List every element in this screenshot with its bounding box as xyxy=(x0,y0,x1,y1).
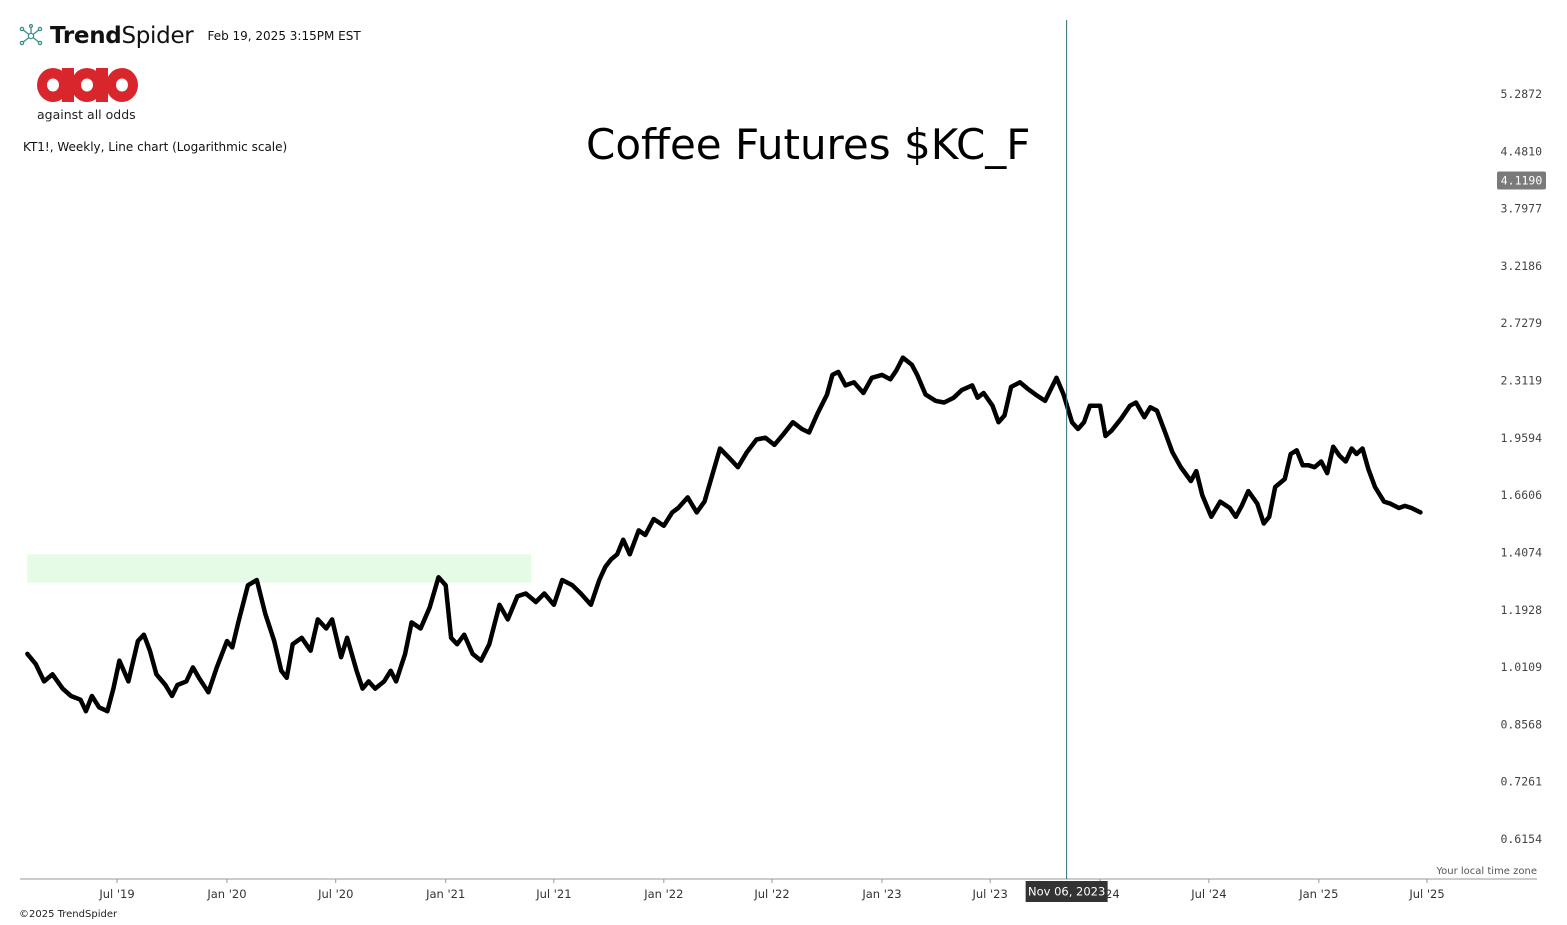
y-tick-label: 3.2186 xyxy=(1500,259,1542,273)
x-tick-label: Jul '25 xyxy=(1408,887,1444,901)
x-tick-label: Jul '19 xyxy=(98,887,134,901)
crosshair-date-badge xyxy=(1025,881,1108,902)
brand-name: TrendSpider xyxy=(50,23,194,49)
y-tick-label: 1.0109 xyxy=(1500,660,1542,674)
x-tick-label: Jul '22 xyxy=(753,887,789,901)
y-tick-label: 0.8568 xyxy=(1500,717,1542,731)
axis-layer: Jul '19 Jan '20 Jul '20 Jan '21 Jul '21 Jan '… xyxy=(20,87,1542,901)
highlight-zone-layer xyxy=(27,554,532,583)
aao-logo xyxy=(37,68,138,102)
y-tick-label: 1.4074 xyxy=(1500,545,1542,559)
x-tick-label: Jan '20 xyxy=(206,887,246,901)
x-tick-label: Jul '21 xyxy=(535,887,571,901)
y-tick-label: 4.4810 xyxy=(1500,144,1542,158)
aao-tagline: against all odds xyxy=(37,107,136,122)
x-tick-label: Jan '23 xyxy=(861,887,901,901)
brand-name-light: Spider xyxy=(121,23,194,49)
y-tick-label: 0.7261 xyxy=(1500,775,1542,789)
y-tick-label: 0.6154 xyxy=(1500,832,1542,846)
x-tick-label: Jul '23 xyxy=(971,887,1007,901)
x-tick-label: Jan '22 xyxy=(643,887,683,901)
x-tick-label: Jul '24 xyxy=(1190,887,1226,901)
y-tick-label: 5.2872 xyxy=(1500,87,1542,101)
x-tick-label: Jan '21 xyxy=(425,887,465,901)
y-tick-label: 1.6606 xyxy=(1500,488,1542,502)
x-tick-label: Jan '25 xyxy=(1298,887,1338,901)
y-tick-label: 2.7279 xyxy=(1500,316,1542,330)
brand-name-bold: Trend xyxy=(50,23,122,49)
trendspider-icon xyxy=(19,23,43,46)
chart-title: Coffee Futures $KC_F xyxy=(586,120,1031,169)
last-price-badge xyxy=(1497,171,1546,190)
chart-timestamp: Feb 19, 2025 3:15PM EST xyxy=(207,29,361,43)
crosshair-date-label: Nov 06, 2023 xyxy=(1028,885,1105,899)
x-tick-label: Jul '20 xyxy=(317,887,353,901)
timezone-note: Your local time zone xyxy=(1436,866,1537,877)
header: TrendSpider Feb 19, 2025 3:15PM EST xyxy=(18,20,361,52)
y-tick-label: 1.9594 xyxy=(1500,431,1542,445)
trendspider-logo: TrendSpider xyxy=(18,23,194,49)
copyright: ©2025 TrendSpider xyxy=(19,909,118,920)
y-tick-label: 1.1928 xyxy=(1500,603,1542,617)
last-price-label: 4.1190 xyxy=(1501,173,1543,187)
price-line-layer xyxy=(25,355,1423,714)
overlay-layer: Nov 06, 2023 4.1190 xyxy=(1025,20,1546,902)
chart-description: KT1!, Weekly, Line chart (Logarithmic sc… xyxy=(23,140,288,154)
y-tick-label: 2.3119 xyxy=(1500,374,1542,388)
price-line xyxy=(25,355,1423,714)
y-tick-label: 3.7977 xyxy=(1500,202,1542,216)
highlight-zone xyxy=(27,554,532,583)
